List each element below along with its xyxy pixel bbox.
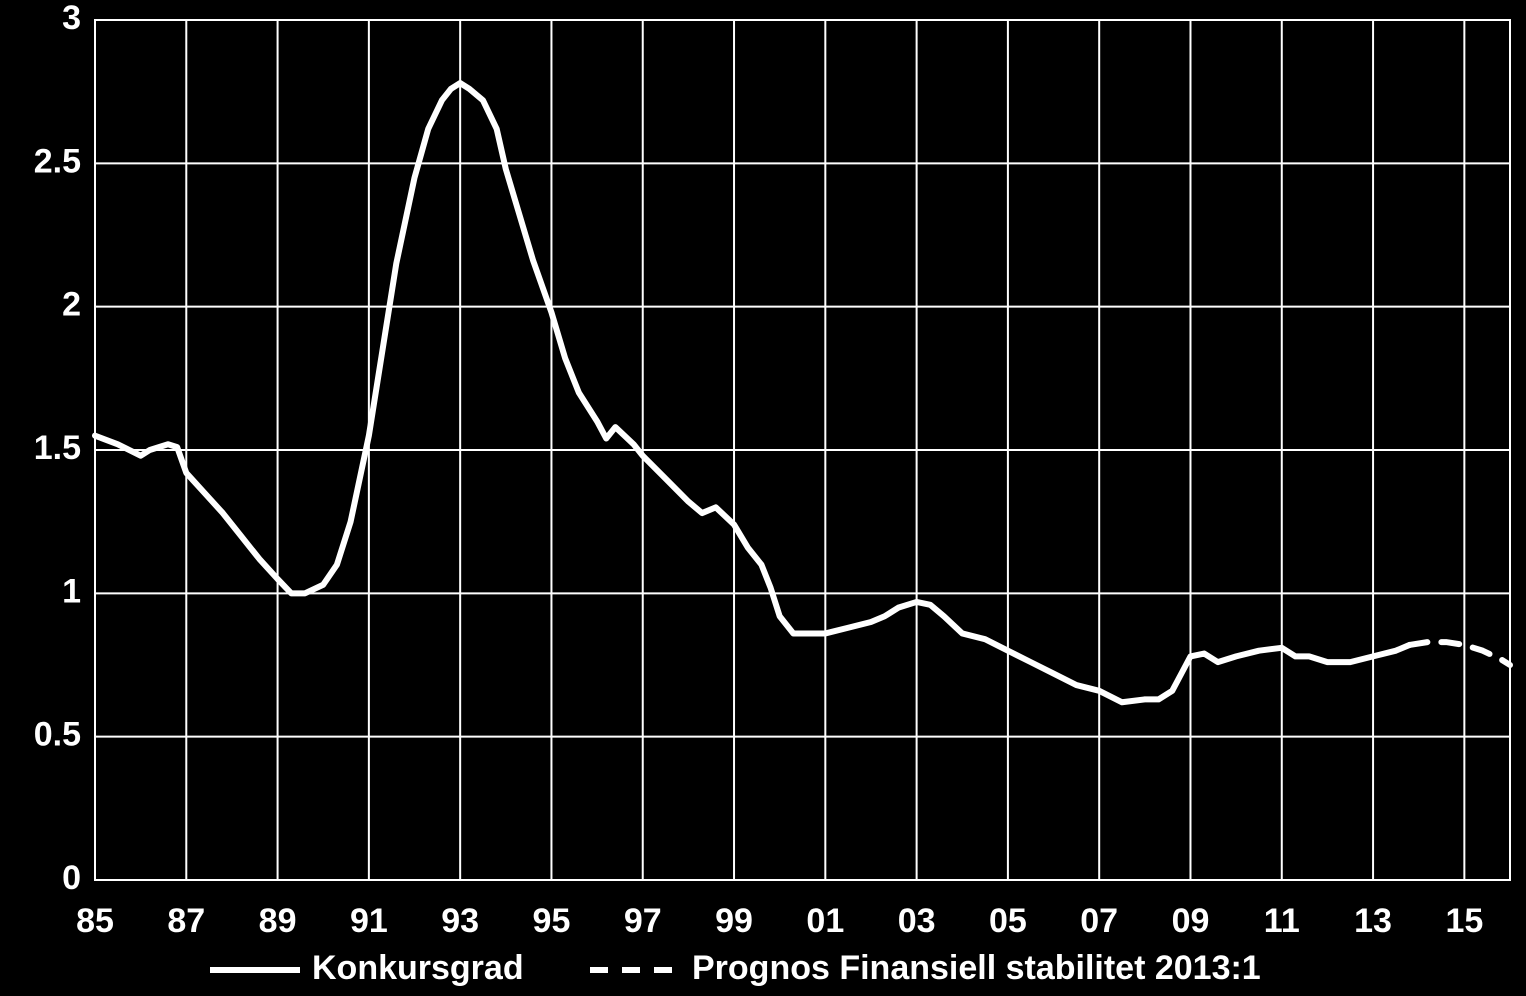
x-tick-label: 13: [1354, 902, 1392, 940]
chart-background: [0, 0, 1526, 996]
x-tick-label: 89: [259, 902, 297, 940]
y-tick-label: 0: [62, 859, 81, 897]
y-tick-label: 2.5: [34, 142, 81, 180]
x-tick-label: 05: [989, 902, 1027, 940]
y-tick-label: 1: [62, 572, 81, 610]
x-tick-label: 01: [806, 902, 844, 940]
x-tick-label: 97: [624, 902, 662, 940]
line-chart: 0 0.5 1 1.5 2 2.5 3 85 87 89 91 93 95 97 99 01 03 05 07 09 1…: [0, 0, 1526, 996]
x-tick-label: 15: [1445, 902, 1483, 940]
y-tick-label: 1.5: [34, 429, 81, 467]
x-tick-label: 11: [1264, 902, 1300, 940]
y-tick-label: 0.5: [34, 716, 81, 754]
y-tick-label: 3: [62, 0, 81, 37]
x-tick-label: 07: [1080, 902, 1118, 940]
x-tick-label: 85: [76, 902, 114, 940]
x-tick-label: 99: [715, 902, 753, 940]
y-tick-label: 2: [62, 286, 81, 324]
chart-container: 0 0.5 1 1.5 2 2.5 3 85 87 89 91 93 95 97 99 01 03 05 07 09 1…: [0, 0, 1526, 996]
x-tick-label: 03: [898, 902, 936, 940]
x-tick-label: 91: [350, 902, 388, 940]
x-tick-label: 95: [533, 902, 571, 940]
x-tick-label: 93: [441, 902, 479, 940]
x-tick-label: 09: [1172, 902, 1210, 940]
legend-label-prognos: Prognos Finansiell stabilitet 2013:1: [692, 949, 1261, 987]
legend-label-konkursgrad: Konkursgrad: [312, 949, 524, 987]
x-tick-label: 87: [167, 902, 205, 940]
